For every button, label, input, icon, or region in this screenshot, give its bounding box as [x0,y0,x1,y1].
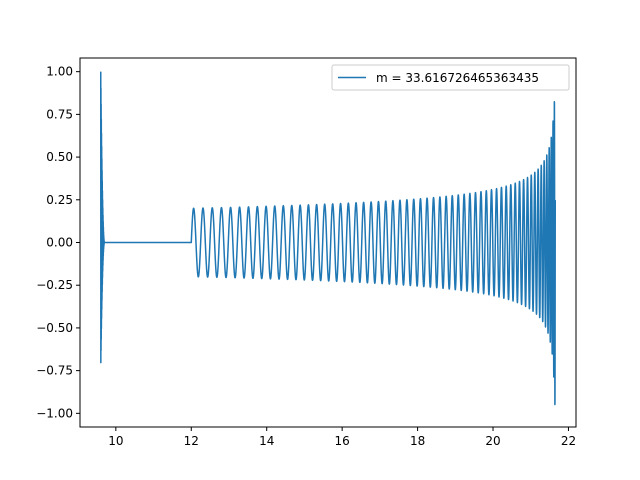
y-tick-label: 0.50 [46,150,73,164]
x-tick-label: 16 [335,434,350,448]
plot-area [100,71,556,406]
x-axis: 10 12 14 16 18 20 22 [108,427,576,448]
y-tick-label: 1.00 [46,65,73,79]
x-tick-label: 12 [184,434,199,448]
y-tick-label: −0.50 [36,321,73,335]
y-axis: 1.00 0.75 0.50 0.25 0.00 −0.25 −0.50 −0.75 −1.00 [36,65,80,420]
legend-box [331,64,570,91]
x-tick-label: 18 [410,434,425,448]
x-tick-label: 22 [561,434,576,448]
y-tick-label: 0.25 [46,193,73,207]
y-tick-label: 0.00 [46,236,73,250]
x-tick-label: 20 [485,434,500,448]
y-tick-label: 0.75 [46,107,73,121]
y-tick-label: −1.00 [36,406,73,420]
x-tick-label: 14 [259,434,274,448]
x-tick-label: 10 [108,434,123,448]
y-tick-label: −0.25 [36,278,73,292]
legend: m = 33.616726465363435 [331,64,570,91]
y-tick-label: −0.75 [36,364,73,378]
series-line [100,71,556,406]
legend-label: m = 33.616726465363435 [376,71,539,85]
